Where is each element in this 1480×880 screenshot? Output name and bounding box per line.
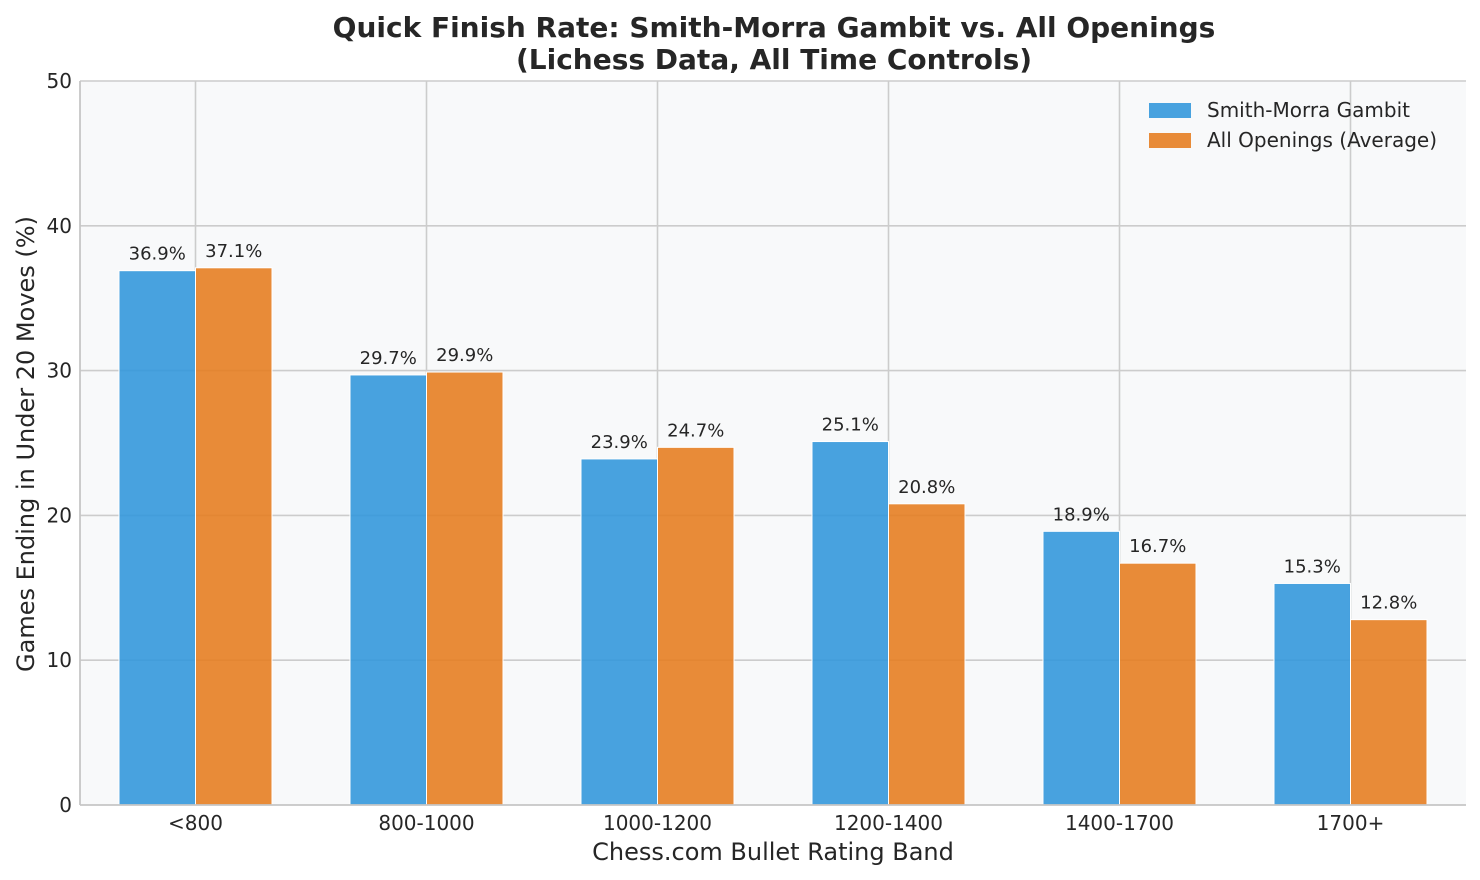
bar-smith-morra <box>580 458 658 806</box>
legend-label: All Openings (Average) <box>1207 128 1437 152</box>
x-tick-label: 800-1000 <box>378 811 474 835</box>
bar-all-openings <box>1119 562 1197 806</box>
bar-smith-morra <box>1042 530 1120 806</box>
x-tick-label: 1700+ <box>1317 811 1385 835</box>
y-tick-label: 30 <box>47 359 72 383</box>
bar-value-label: 25.1% <box>822 415 879 436</box>
bar-smith-morra <box>811 441 889 806</box>
x-tick-label: <800 <box>168 811 223 835</box>
bar-value-label: 29.7% <box>360 348 417 369</box>
y-tick-label: 20 <box>47 503 72 527</box>
bar-value-label: 12.8% <box>1360 593 1417 614</box>
y-tick-label: 40 <box>47 214 72 238</box>
bar-value-label: 18.9% <box>1053 504 1110 525</box>
bar-value-label: 36.9% <box>129 244 186 265</box>
y-tick-label: 10 <box>47 648 72 672</box>
bar-all-openings <box>426 371 504 806</box>
y-tick-label: 50 <box>47 69 72 93</box>
bar-value-label: 20.8% <box>898 477 955 498</box>
chart-title: Quick Finish Rate: Smith-Morra Gambit vs… <box>333 11 1216 44</box>
bar-value-label: 23.9% <box>591 432 648 453</box>
bar-all-openings <box>1350 619 1428 806</box>
x-tick-label: 1400-1700 <box>1065 811 1174 835</box>
bar-all-openings <box>195 267 273 806</box>
legend-label: Smith-Morra Gambit <box>1207 98 1410 122</box>
bar-value-label: 16.7% <box>1129 536 1186 557</box>
bar-value-label: 15.3% <box>1284 556 1341 577</box>
legend-swatch <box>1149 133 1191 148</box>
y-axis-label: Games Ending in Under 20 Moves (%) <box>12 216 40 672</box>
bar-all-openings <box>657 446 735 806</box>
y-tick-label: 0 <box>59 793 72 817</box>
bar-smith-morra <box>349 374 427 806</box>
bar-all-openings <box>888 503 966 806</box>
bar-value-label: 37.1% <box>205 241 262 262</box>
bar-value-label: 29.9% <box>436 345 493 366</box>
bar-smith-morra <box>1273 582 1351 806</box>
plot-area <box>80 81 1466 805</box>
chart-subtitle: (Lichess Data, All Time Controls) <box>516 43 1032 76</box>
bar-smith-morra <box>118 270 196 806</box>
x-tick-label: 1200-1400 <box>834 811 943 835</box>
bar-value-label: 24.7% <box>667 420 724 441</box>
x-tick-label: 1000-1200 <box>603 811 712 835</box>
legend-swatch <box>1149 103 1191 118</box>
x-axis-label: Chess.com Bullet Rating Band <box>592 838 954 866</box>
